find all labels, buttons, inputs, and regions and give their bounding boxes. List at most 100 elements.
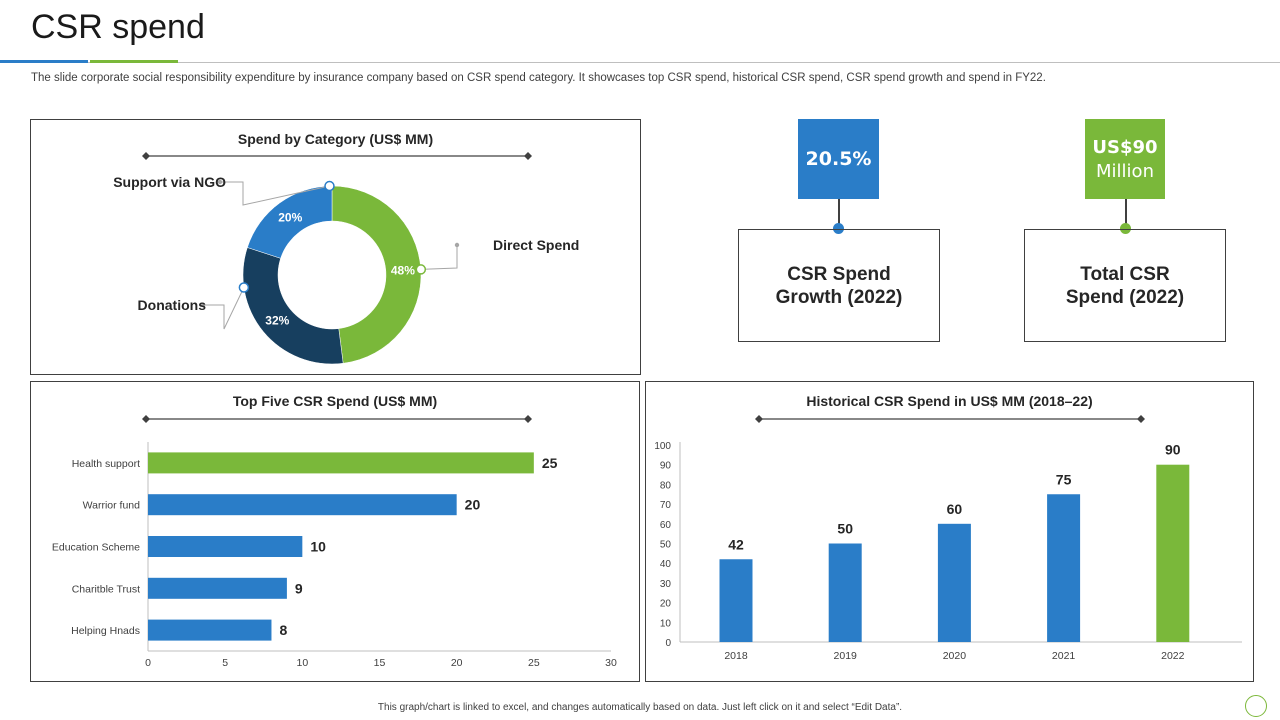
donut-leader-end <box>454 242 460 248</box>
vbar-value-label: 60 <box>947 501 963 517</box>
kpi-label-line: CSR Spend <box>787 263 891 285</box>
donut-chart-title: Spend by Category (US$ MM) <box>237 131 434 147</box>
donut-leader-line <box>203 287 245 330</box>
hbar-category-label: Helping Hnads <box>71 625 140 637</box>
hbar-bar[interactable] <box>148 452 534 474</box>
total-label-card: Total CSR Spend (2022) <box>1024 229 1226 342</box>
vbar-value-label: 42 <box>728 536 744 552</box>
donut-chart-svg: 48% 32% 20% Direct Spend Donations Support v… <box>113 152 579 365</box>
hbar-value-label: 20 <box>465 497 481 513</box>
vbar-y-tick-label: 20 <box>660 599 672 610</box>
donut-category-label: Donations <box>138 297 207 313</box>
hbar-value-label: 10 <box>310 539 326 555</box>
donut-pct-label: 32% <box>265 313 289 327</box>
donut-leader-dot <box>238 282 250 293</box>
hbar-bar[interactable] <box>148 494 457 516</box>
kpi-connector <box>838 199 840 229</box>
vbar-value-label: 90 <box>1165 442 1181 458</box>
hbar-category-label: Education Scheme <box>52 542 140 554</box>
hbar-x-tick-label: 30 <box>605 657 617 669</box>
hbar-chart-title: Top Five CSR Spend (US$ MM) <box>232 393 438 409</box>
kpi-connector-dot <box>1120 223 1131 234</box>
vbar-bar[interactable] <box>937 523 971 642</box>
donut-leader-line <box>420 245 458 270</box>
donut-leader-end <box>217 179 223 185</box>
hbar-category-label: Charitble Trust <box>72 583 140 595</box>
hbar-bar[interactable] <box>148 536 303 557</box>
kpi-label-line: Growth (2022) <box>775 286 903 308</box>
footer-circle-icon <box>1245 695 1267 717</box>
rule-right-marker <box>524 152 532 160</box>
vbar-y-tick-label: 50 <box>660 540 672 551</box>
title-accent-blue <box>0 60 88 63</box>
vbar-y-tick-label: 90 <box>660 461 672 472</box>
donut-leader-line <box>220 181 330 206</box>
rule-right-marker <box>1137 415 1145 423</box>
vbar-category-label: 2021 <box>1052 650 1076 662</box>
vbar-category-label: 2022 <box>1161 650 1185 662</box>
hbar-category-label: Warrior fund <box>83 500 141 512</box>
donut-leader-end <box>200 302 206 308</box>
hbar-x-tick-label: 25 <box>528 657 540 669</box>
hbar-bar[interactable] <box>148 577 287 599</box>
kpi-value: US$90 <box>1092 136 1158 158</box>
vbar-category-label: 2018 <box>724 650 748 662</box>
kpi-label-line: Total CSR <box>1080 263 1170 285</box>
donut-leader-dot <box>324 180 335 192</box>
top-five-panel[interactable]: Top Five CSR Spend (US$ MM) Health suppo… <box>30 381 640 682</box>
growth-value-box: 20.5% <box>798 119 879 199</box>
vbar-y-tick-label: 40 <box>660 559 672 570</box>
hbar-category-label: Health support <box>72 458 140 470</box>
vbar-value-label: 75 <box>1056 471 1072 487</box>
vbar-category-label: 2020 <box>943 650 967 662</box>
vbar-y-tick-label: 70 <box>660 500 672 511</box>
donut-slice-direct-spend[interactable] <box>331 185 422 364</box>
hbar-x-tick-label: 15 <box>374 657 386 669</box>
vbar-category-label: 2019 <box>834 650 858 662</box>
vbar-chart-title: Historical CSR Spend in US$ MM (2018–22) <box>806 393 1093 409</box>
vbar-bar[interactable] <box>719 559 753 642</box>
vbar-bar[interactable] <box>1047 494 1081 642</box>
donut-category-label: Direct Spend <box>493 237 579 253</box>
hbar-x-tick-label: 10 <box>296 657 308 669</box>
rule-left-marker <box>142 152 150 160</box>
hbar-value-label: 9 <box>295 580 303 596</box>
donut-inner-ring <box>278 221 386 329</box>
hbar-chart-svg: Health support 25 Warrior fund 20 Education … <box>52 415 617 669</box>
kpi-value-unit: Million <box>1096 160 1154 182</box>
footer-note: This graph/chart is linked to excel, and… <box>377 702 903 713</box>
donut-slice-donations[interactable] <box>242 247 344 365</box>
page-title: CSR spend <box>31 8 205 46</box>
growth-label-card: CSR Spend Growth (2022) <box>738 229 940 342</box>
page-subtitle: The slide corporate social responsibilit… <box>31 72 1046 84</box>
rule-right-marker <box>524 415 532 423</box>
rule-left-marker <box>142 415 150 423</box>
vbar-y-tick-label: 30 <box>660 579 672 590</box>
hbar-bar[interactable] <box>148 619 272 641</box>
vbar-value-label: 50 <box>837 521 853 537</box>
vbar-y-tick-label: 10 <box>660 618 672 629</box>
vbar-bar[interactable] <box>1156 464 1190 642</box>
historical-panel[interactable]: Historical CSR Spend in US$ MM (2018–22)… <box>645 381 1254 682</box>
hbar-value-label: 8 <box>279 622 287 638</box>
vbar-bar[interactable] <box>828 543 862 643</box>
vbar-y-tick-label: 0 <box>665 638 671 649</box>
vbar-y-tick-label: 80 <box>660 480 672 491</box>
donut-category-label: Support via NGO <box>113 174 226 190</box>
donut-leader-dot <box>415 264 427 275</box>
spend-by-category-panel[interactable]: Spend by Category (US$ MM) 48% 32% 20% Dir… <box>30 119 641 375</box>
kpi-label-line: Spend (2022) <box>1065 286 1185 308</box>
hbar-x-tick-label: 20 <box>451 657 463 669</box>
title-accent-green <box>90 60 178 63</box>
title-underline <box>0 62 1280 63</box>
donut-pct-label: 48% <box>391 264 415 278</box>
donut-pct-label: 20% <box>278 211 302 225</box>
rule-left-marker <box>755 415 763 423</box>
vbar-chart-svg: 0 10 20 30 40 50 60 70 80 90 100 42 2018 50 2019 60 2020… <box>654 415 1242 662</box>
vbar-y-tick-label: 60 <box>660 520 672 531</box>
total-value-box: US$90 Million <box>1085 119 1165 199</box>
hbar-x-tick-label: 5 <box>222 657 228 669</box>
kpi-value: 20.5% <box>805 148 872 170</box>
kpi-connector <box>1125 199 1127 229</box>
kpi-connector-dot <box>833 223 844 234</box>
